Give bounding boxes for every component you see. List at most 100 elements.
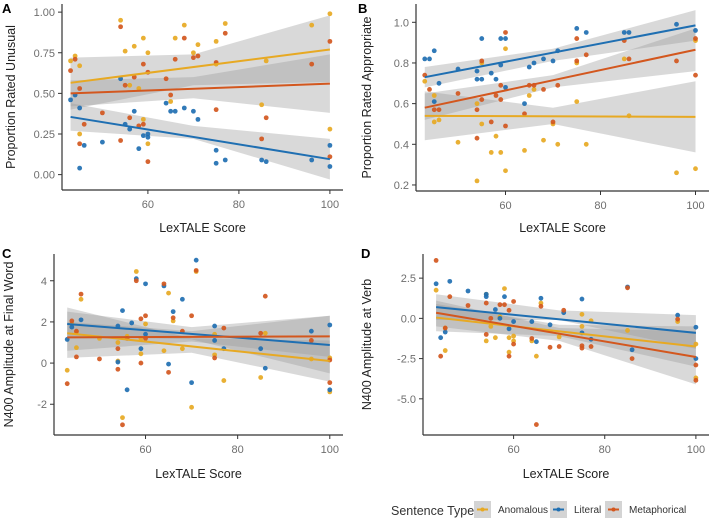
- panel-d-point-literal: [511, 319, 516, 324]
- panel-b-point-metaphorical: [693, 72, 698, 78]
- panel-c-fit-line-metaphorical: [67, 335, 330, 339]
- panel-d-ci-band-metaphorical: [436, 300, 696, 385]
- panel-b-point-metaphorical: [503, 30, 508, 35]
- panel-d-fit-line-anomalous: [436, 316, 696, 348]
- panel-d-point-literal: [675, 312, 681, 318]
- panel-b-point-anomalous: [674, 170, 679, 176]
- panel-b-point-literal: [431, 99, 437, 104]
- panel-a-point-anomalous: [222, 21, 228, 26]
- panel-b-point-metaphorical: [474, 107, 480, 113]
- panel-a-xlabel: LexTALE Score: [159, 221, 246, 235]
- panel-c-point-literal: [120, 308, 125, 313]
- panel-a-point-metaphorical: [140, 121, 146, 127]
- panel-b-xtick-label: 80: [594, 200, 606, 212]
- panel-a-point-metaphorical: [100, 110, 105, 116]
- panel-a-fit-line-anomalous: [70, 48, 331, 84]
- panel-a-point-anomalous: [136, 86, 142, 91]
- panel-d-point-anomalous: [511, 333, 516, 339]
- panel-b-point-metaphorical: [498, 82, 504, 88]
- legend-label-literal: Literal: [574, 505, 601, 516]
- panel-a-point-metaphorical: [77, 86, 83, 91]
- panel-c-point-anomalous: [138, 351, 144, 357]
- panel-c-point-metaphorical: [120, 422, 125, 428]
- panel-b-point-literal: [488, 70, 494, 76]
- panel-d-point-anomalous: [492, 335, 498, 341]
- panel-a-point-metaphorical: [327, 154, 333, 160]
- panel-a-point-literal: [100, 139, 105, 145]
- panel-c-point-anomalous: [221, 378, 227, 383]
- panel-b-point-literal: [503, 36, 508, 41]
- panel-a-point-anomalous: [140, 116, 146, 122]
- panel-d-point-metaphorical: [506, 353, 512, 359]
- legend-dot-metaphorical: [611, 507, 616, 512]
- panel-a-point-literal: [140, 133, 146, 139]
- panel-b-point-anomalous: [583, 141, 589, 147]
- panel-d-point-anomalous: [506, 349, 512, 355]
- panel-a-point-anomalous: [118, 17, 123, 23]
- panel-d-point-literal: [492, 307, 498, 312]
- panel-b-point-anomalous: [503, 168, 508, 174]
- panel-d-point-literal: [547, 322, 553, 328]
- panel-c-ylabel: N400 Amplitude at Final Word: [2, 262, 16, 428]
- panel-b-point-metaphorical: [626, 56, 632, 62]
- panel-d-ytick-label: -5.0: [397, 394, 416, 406]
- panel-c-point-literal: [212, 323, 218, 329]
- panel-c-point-anomalous: [161, 348, 167, 354]
- panel-c-point-metaphorical: [64, 381, 70, 387]
- panel-c-point-anomalous: [78, 296, 84, 302]
- panel-a-point-literal: [327, 142, 333, 148]
- panel-a-point-metaphorical: [81, 121, 87, 127]
- panel-b-point-anomalous: [522, 148, 527, 153]
- panel-b-point-literal: [550, 58, 556, 64]
- panel-d: D -5.0 -2.5 0.0 2.5 60 80 100 LexTALE Score N400 …: [360, 246, 709, 481]
- panel-a-point-metaphorical: [222, 30, 228, 36]
- panel-d-xtick-label: 100: [687, 444, 705, 456]
- panel-d-point-literal: [502, 294, 507, 300]
- panel-d-point-metaphorical: [502, 302, 507, 308]
- panel-c-point-literal: [143, 331, 148, 337]
- panel-a-point-literal: [181, 105, 187, 111]
- panel-b-ytick-label: 0.2: [394, 180, 409, 192]
- panel-a-point-metaphorical: [172, 56, 178, 62]
- panel-b-point-anomalous: [431, 93, 437, 98]
- panel-d-point-metaphorical: [488, 315, 494, 321]
- panel-d-point-metaphorical: [506, 307, 512, 313]
- panel-d-ci-band-literal: [436, 294, 696, 349]
- panel-d-point-literal: [442, 329, 448, 335]
- panel-c-point-metaphorical: [161, 281, 167, 287]
- panel-c-point-metaphorical: [327, 380, 333, 386]
- panel-a-point-metaphorical: [259, 136, 265, 142]
- panel-a-point-literal: [195, 116, 201, 122]
- legend-item-metaphorical: Metaphorical: [605, 501, 686, 518]
- legend-dot-anomalous: [480, 507, 485, 512]
- panel-a-point-anomalous: [327, 126, 333, 132]
- panel-a-point-metaphorical: [72, 56, 78, 62]
- panel-a-xtick-label: 80: [233, 199, 245, 211]
- panel-c-point-metaphorical: [193, 268, 199, 273]
- panel-c-point-metaphorical: [258, 330, 264, 336]
- legend-label-metaphorical: Metaphorical: [629, 505, 686, 516]
- panel-b-ylabel: Proportion Rated Appropriate: [360, 17, 374, 179]
- panel-a-point-literal: [213, 147, 219, 153]
- panel-a-point-literal: [168, 108, 174, 114]
- panel-b-point-anomalous: [474, 178, 480, 184]
- panel-a-point-literal: [222, 157, 228, 163]
- panel-b-xlabel: LexTALE Score: [519, 221, 606, 235]
- panel-a-point-literal: [145, 131, 151, 137]
- panel-c-ci-band-literal: [67, 311, 330, 374]
- panel-d-point-metaphorical: [465, 303, 471, 308]
- panel-c-point-metaphorical: [138, 360, 144, 366]
- panel-b-point-anomalous: [488, 150, 494, 155]
- panel-a-point-literal: [81, 142, 87, 148]
- panel-a: A 0.00 0.25 0.50 0.75 1.00 60 80 100 LexTALE Scor…: [2, 1, 343, 235]
- panel-b-point-literal: [621, 30, 627, 35]
- panel-c-point-metaphorical: [189, 313, 194, 319]
- panel-b-point-literal: [479, 76, 485, 82]
- panel-b-point-literal: [474, 76, 480, 82]
- panel-c-point-literal: [129, 320, 135, 326]
- panel-a-point-anomalous: [145, 141, 151, 147]
- panel-b-point-anomalous: [531, 87, 537, 92]
- panel-a-point-anomalous: [259, 102, 265, 108]
- panel-a-point-metaphorical: [195, 53, 201, 59]
